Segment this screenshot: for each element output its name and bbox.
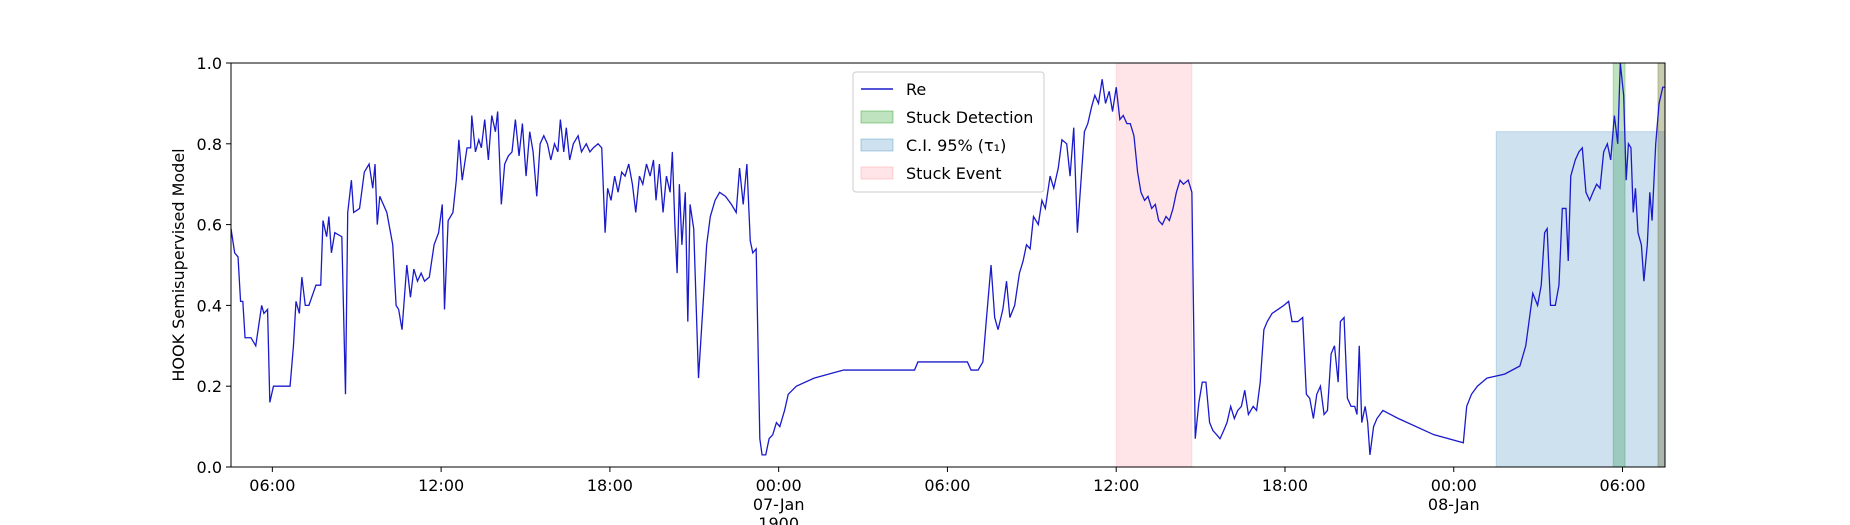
span	[1495, 131, 1666, 468]
x-tick-label: 12:00	[1093, 476, 1139, 495]
span	[1115, 62, 1193, 468]
legend-label: C.I. 95% (τ₁)	[906, 136, 1006, 155]
x-tick-label-line: 18:00	[1262, 476, 1308, 495]
legend-box	[852, 71, 1045, 193]
y-tick-label: 0.8	[197, 135, 222, 154]
x-tick-label: 00:00 08-Jan	[1428, 476, 1480, 514]
x-tick-label: 12:00	[418, 476, 464, 495]
x-tick-label: 06:00	[249, 476, 295, 495]
y-axis-label: HOOK Semisupervised Model	[169, 148, 188, 381]
y-tick-label: 1.0	[197, 54, 222, 73]
y-tick-label: 0.0	[197, 458, 222, 477]
span	[1657, 62, 1666, 468]
y-tick-label: 0.4	[197, 296, 222, 315]
x-tick-label-line: 06:00	[249, 476, 295, 495]
y-tick-label: 0.2	[197, 377, 222, 396]
x-tick-label-line: 00:00	[1431, 476, 1477, 495]
x-tick-label: 18:00	[1262, 476, 1308, 495]
x-tick-label-line: 00:00	[756, 476, 802, 495]
x-tick-label: 00:00 07-Jan 1900	[753, 476, 805, 525]
x-tick-label-line: 07-Jan	[753, 495, 805, 514]
x-tick-label: 18:00	[587, 476, 633, 495]
legend-label: Stuck Detection	[906, 108, 1033, 127]
x-tick-label-line: 06:00	[1599, 476, 1645, 495]
x-tick-label-line: 18:00	[587, 476, 633, 495]
plot-frame	[230, 62, 1666, 468]
line	[230, 62, 1665, 456]
x-tick-label-line: 12:00	[418, 476, 464, 495]
legend-swatch	[860, 138, 894, 152]
x-tick-label-line: 1900	[758, 514, 799, 525]
legend-label: Re	[906, 80, 926, 99]
legend: Re Stuck Detection C.I. 95% (τ₁) Stuck Even…	[852, 71, 1045, 193]
legend-swatch	[860, 166, 894, 180]
x-tick-label-line: 12:00	[1093, 476, 1139, 495]
x-tick-label: 06:00	[1599, 476, 1645, 495]
legend-label: Stuck Event	[906, 164, 1002, 183]
x-tick-label-line: 06:00	[924, 476, 970, 495]
legend-swatch	[860, 110, 894, 124]
x-tick-label-line: 08-Jan	[1428, 495, 1480, 514]
x-tick-label: 06:00	[924, 476, 970, 495]
y-tick-label: 0.6	[197, 216, 222, 235]
